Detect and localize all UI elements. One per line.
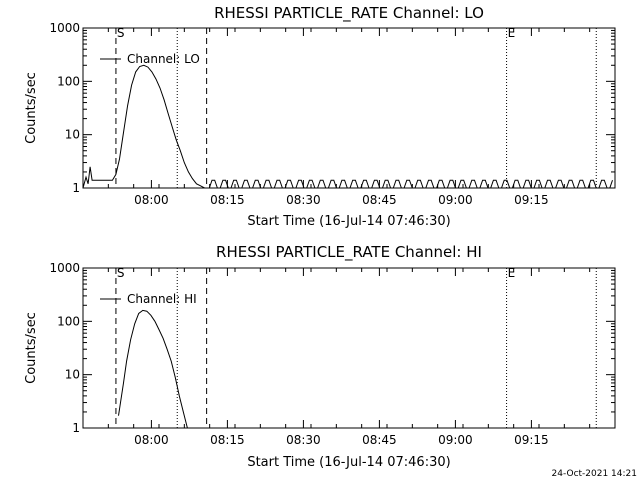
marker-label-lo-3: E: [508, 26, 516, 40]
x-tick-label-hi-2: 08:30: [286, 433, 321, 447]
generated-timestamp: 24-Oct-2021 14:21: [552, 469, 637, 479]
y-tick-label-lo-3: 1000: [49, 21, 80, 35]
x-tick-label-lo-1: 08:15: [210, 193, 245, 207]
series-line-hi-0: [118, 309, 188, 429]
x-tick-label-hi-1: 08:15: [210, 433, 245, 447]
x-tick-label-lo-5: 09:15: [514, 193, 549, 207]
y-tick-label-hi-0: 1: [72, 421, 80, 435]
legend-label-lo: Channel: LO: [127, 52, 200, 66]
x-axis-label-lo: Start Time (16-Jul-14 07:46:30): [247, 214, 450, 229]
axis-ticks-hi: 08:00 08:15 08:30 08:45 09:00 09:15 1 10 100 1000: [49, 261, 615, 447]
legend-lo: Channel: LO: [100, 52, 200, 66]
legend-hi: Channel: HI: [100, 292, 197, 306]
y-axis-label-hi: Counts/sec: [24, 312, 39, 384]
series-line-lo-0: [82, 64, 613, 189]
y-tick-label-lo-2: 100: [57, 74, 80, 88]
marker-label-lo-0: S: [117, 26, 125, 40]
x-tick-label-lo-4: 09:00: [438, 193, 473, 207]
x-tick-label-lo-3: 08:45: [362, 193, 397, 207]
x-tick-label-hi-0: 08:00: [134, 433, 169, 447]
chart-title-hi: RHESSI PARTICLE_RATE Channel: HI: [216, 243, 482, 262]
y-tick-label-hi-1: 10: [65, 368, 80, 382]
x-tick-label-hi-4: 09:00: [438, 433, 473, 447]
x-tick-label-lo-0: 08:00: [134, 193, 169, 207]
x-tick-label-hi-5: 09:15: [514, 433, 549, 447]
series-lo: [82, 64, 613, 189]
y-tick-label-hi-2: 100: [57, 314, 80, 328]
y-tick-label-hi-3: 1000: [49, 261, 80, 275]
y-tick-label-lo-1: 10: [65, 128, 80, 142]
chart-title-lo: RHESSI PARTICLE_RATE Channel: LO: [214, 4, 484, 23]
x-axis-label-hi: Start Time (16-Jul-14 07:46:30): [247, 455, 450, 470]
chart-panel-hi: RHESSI PARTICLE_RATE Channel: HI Start T…: [24, 243, 616, 470]
x-tick-label-lo-2: 08:30: [286, 193, 321, 207]
x-tick-label-hi-3: 08:45: [362, 433, 397, 447]
marker-label-hi-3: E: [508, 266, 516, 280]
marker-label-hi-0: S: [117, 266, 125, 280]
y-axis-label-lo: Counts/sec: [24, 72, 39, 144]
chart-panel-lo: RHESSI PARTICLE_RATE Channel: LO Start T…: [24, 4, 616, 229]
y-tick-label-lo-0: 1: [72, 181, 80, 195]
plot-frame-hi: [82, 267, 616, 429]
series-hi: [118, 309, 188, 429]
legend-label-hi: Channel: HI: [127, 292, 197, 306]
